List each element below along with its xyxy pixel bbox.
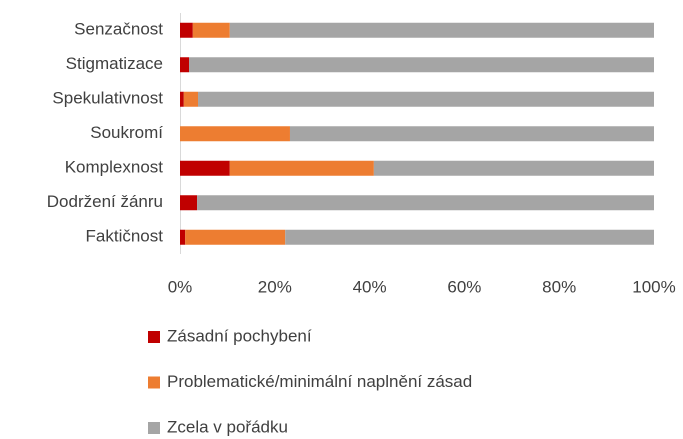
legend-label: Zásadní pochybení [167, 326, 312, 345]
bar-segment [197, 195, 654, 211]
y-tick-label: Soukromí [90, 123, 163, 142]
bar-segment [229, 22, 654, 38]
y-tick-label: Stigmatizace [66, 54, 163, 73]
x-tick-label: 60% [447, 277, 481, 296]
x-tick-label: 100% [632, 277, 675, 296]
y-tick-label: Dodržení žánru [47, 192, 163, 211]
x-tick-label: 0% [168, 277, 193, 296]
legend-swatch [148, 331, 160, 343]
bar-segment [198, 91, 654, 107]
bar-segment [189, 57, 655, 73]
x-tick-label: 20% [258, 277, 292, 296]
bar-segment [180, 57, 190, 73]
bar-segment [185, 229, 286, 245]
legend-swatch [148, 422, 160, 434]
x-tick-label: 80% [542, 277, 576, 296]
legend-label: Problematické/minimální naplnění zásad [167, 372, 472, 391]
bar-segment [180, 229, 186, 245]
bar-segment [180, 126, 290, 142]
bar-segment [285, 229, 654, 245]
y-tick-label: Spekulativnost [52, 89, 163, 108]
legend-label: Zcela v pořádku [167, 417, 288, 436]
bar-segment [229, 160, 374, 176]
y-tick-label: Faktičnost [86, 227, 164, 246]
bar-segment [183, 91, 199, 107]
legend-swatch [148, 376, 160, 389]
bar-segment [180, 195, 198, 211]
bar-segment [180, 160, 230, 176]
x-tick-label: 40% [353, 277, 387, 296]
bar-segment [289, 126, 654, 142]
y-tick-label: Komplexnost [65, 158, 164, 177]
bar-segment [373, 160, 654, 176]
bar-segment [180, 22, 193, 38]
bar-segment [180, 91, 184, 107]
y-tick-label: Senzačnost [74, 20, 163, 39]
bar-segment [192, 22, 230, 38]
